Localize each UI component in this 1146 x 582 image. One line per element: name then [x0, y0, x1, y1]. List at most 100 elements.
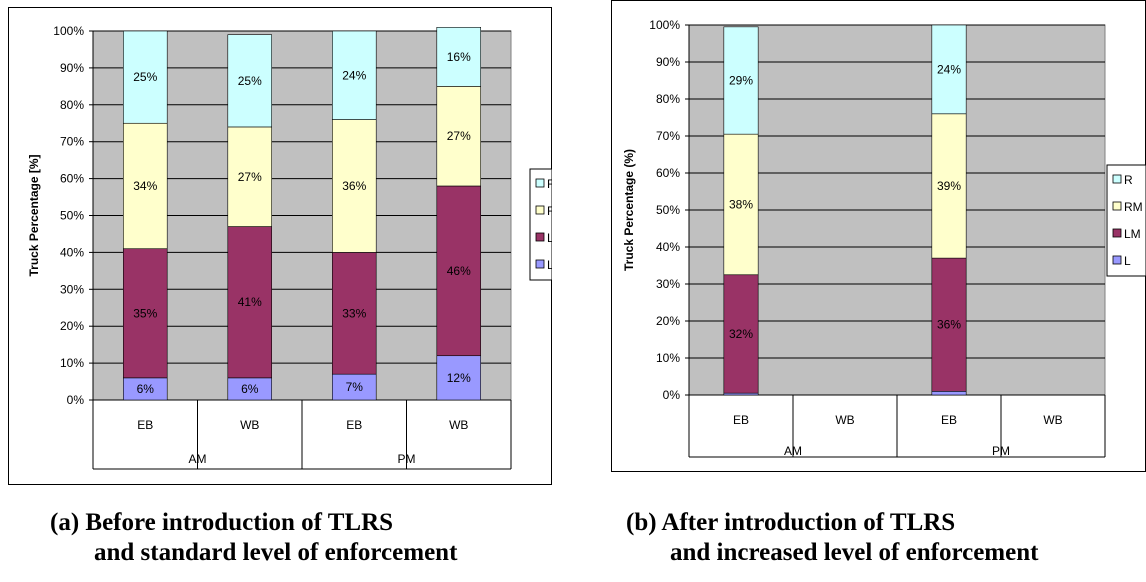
- x-tick-label: WB: [449, 418, 468, 432]
- y-tick-label: 60%: [656, 166, 680, 180]
- data-label-R-2: 24%: [937, 62, 961, 76]
- data-label-R-3: 16%: [447, 50, 471, 64]
- bar-RM-2: [332, 119, 377, 253]
- caption-b-line1: (b) After introduction of TLRS: [626, 509, 956, 536]
- data-label-R-1: 25%: [238, 74, 262, 88]
- y-tick-label: 100%: [53, 24, 84, 38]
- chart-panel-a: 0% 10% 20% 30% 40% 50% 60% 70% 80% 90% 100% Truck P…: [8, 7, 566, 485]
- data-label-R-0: 29%: [729, 74, 753, 88]
- bar-R-1: [227, 34, 272, 128]
- caption-b-line2: and increased level of enforcement: [670, 539, 1039, 566]
- y-tick-label: 20%: [656, 314, 680, 328]
- bar-LM-2: [332, 252, 377, 375]
- data-label-L-0: 6%: [137, 382, 155, 396]
- y-tick-label: 70%: [60, 135, 84, 149]
- legend-swatch-LM: [1112, 228, 1122, 238]
- bar-R-3: [436, 27, 481, 87]
- y-tick-label: 80%: [60, 98, 84, 112]
- data-label-RM-3: 27%: [447, 129, 471, 143]
- y-tick-label: 0%: [663, 388, 681, 402]
- group-label-1: PM: [398, 452, 416, 466]
- legend-swatch-R: [535, 178, 545, 188]
- y-tick-label: 60%: [60, 172, 84, 186]
- data-label-LM-2: 36%: [937, 318, 961, 332]
- y-tick-label: 30%: [60, 282, 84, 296]
- data-label-R-0: 25%: [133, 70, 157, 84]
- data-label-L-3: 12%: [447, 371, 471, 385]
- y-tick-label: 20%: [60, 319, 84, 333]
- y-axis-label: Truck Percentage [%]: [27, 154, 41, 276]
- chart-a: 0% 10% 20% 30% 40% 50% 60% 70% 80% 90% 100% Truck P…: [8, 7, 566, 485]
- group-label-0: AM: [189, 452, 207, 466]
- y-tick-label: 30%: [656, 277, 680, 291]
- caption-a-line2: and standard level of enforcement: [94, 539, 458, 566]
- bar-R-0: [123, 30, 168, 124]
- y-axis-label: Truck Percentage (%): [622, 149, 636, 271]
- legend-label-R: R: [1124, 173, 1133, 187]
- chart-b: 0% 10% 20% 30% 40% 50% 60% 70% 80% 90% 100% Truck P…: [611, 0, 1146, 472]
- bar-LM-1: [227, 226, 272, 379]
- x-tick-label: EB: [346, 418, 362, 432]
- legend-label-LM: LM: [1124, 227, 1141, 241]
- y-tick-label: 40%: [656, 240, 680, 254]
- y-tick-label: 80%: [656, 92, 680, 106]
- y-tick-label: 90%: [60, 61, 84, 75]
- legend-swatch-RM: [1112, 201, 1122, 211]
- legend-swatch-R: [1112, 174, 1122, 184]
- group-label-0: AM: [784, 444, 802, 458]
- data-label-RM-1: 27%: [238, 170, 262, 184]
- bar-LM-2: [931, 257, 967, 392]
- caption-a-line1: (a) Before introduction of TLRS: [50, 509, 394, 536]
- group-label-1: PM: [992, 444, 1010, 458]
- bar-R-2: [931, 24, 967, 115]
- legend-swatch-RM: [535, 205, 545, 215]
- x-tick-label: WB: [835, 413, 854, 427]
- bar-RM-0: [723, 133, 759, 276]
- bar-RM-1: [227, 126, 272, 227]
- y-tick-label: 50%: [60, 209, 84, 223]
- bar-LM-0: [123, 248, 168, 379]
- data-label-L-2: 7%: [346, 380, 364, 394]
- data-label-LM-1: 41%: [238, 295, 262, 309]
- y-tick-label: 100%: [649, 18, 680, 32]
- y-tick-label: 10%: [656, 351, 680, 365]
- bar-RM-2: [931, 113, 967, 259]
- x-tick-label: WB: [1043, 413, 1062, 427]
- bar-R-0: [723, 26, 759, 135]
- legend-label-L: L: [1124, 254, 1131, 268]
- data-label-RM-2: 36%: [342, 179, 366, 193]
- bar-L-3: [436, 355, 481, 401]
- data-label-LM-0: 35%: [133, 306, 157, 320]
- bar-R-2: [332, 30, 377, 120]
- y-tick-label: 90%: [656, 55, 680, 69]
- x-tick-label: EB: [941, 413, 957, 427]
- data-label-LM-2: 33%: [342, 306, 366, 320]
- y-tick-label: 40%: [60, 245, 84, 259]
- legend-label-RM: RM: [1124, 200, 1143, 214]
- data-label-LM-0: 32%: [729, 327, 753, 341]
- data-label-LM-3: 46%: [447, 264, 471, 278]
- data-label-L-1: 6%: [241, 382, 259, 396]
- x-tick-label: WB: [240, 418, 259, 432]
- legend-swatch-LM: [535, 232, 545, 242]
- bar-RM-0: [123, 122, 168, 250]
- y-tick-label: 0%: [67, 393, 85, 407]
- y-tick-label: 50%: [656, 203, 680, 217]
- bar-L-2: [332, 373, 377, 401]
- x-tick-label: EB: [137, 418, 153, 432]
- legend-label-RM: RM: [547, 204, 552, 218]
- data-label-RM-0: 38%: [729, 197, 753, 211]
- bar-LM-3: [436, 185, 481, 357]
- legend-label-R: R: [547, 177, 552, 191]
- x-tick-label: EB: [733, 413, 749, 427]
- data-label-R-2: 24%: [342, 68, 366, 82]
- legend-label-L: L: [547, 258, 552, 272]
- y-tick-label: 10%: [60, 356, 84, 370]
- chart-panel-b: 0% 10% 20% 30% 40% 50% 60% 70% 80% 90% 100% Truck P…: [611, 0, 1146, 472]
- bar-RM-3: [436, 86, 481, 187]
- legend-swatch-L: [535, 259, 545, 269]
- data-label-RM-0: 34%: [133, 179, 157, 193]
- y-tick-label: 70%: [656, 129, 680, 143]
- legend-label-LM: LM: [547, 231, 552, 245]
- legend-swatch-L: [1112, 255, 1122, 265]
